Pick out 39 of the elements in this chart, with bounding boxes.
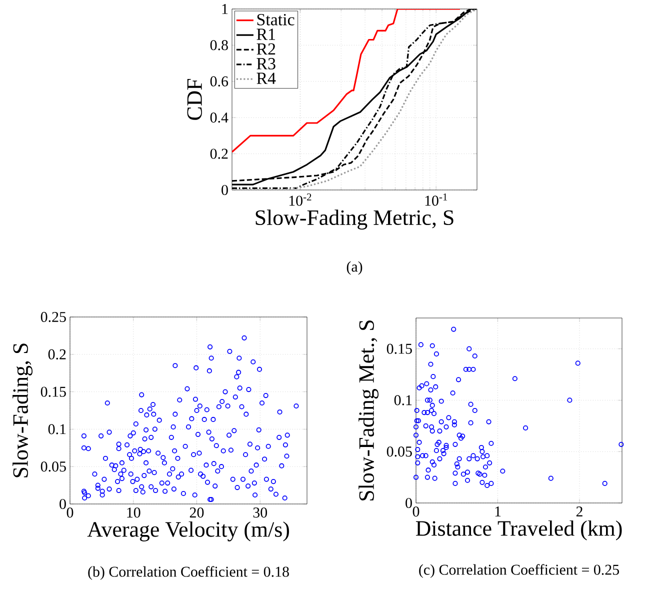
y-tick-label: 0.05 [386,446,412,457]
x-tick-label: 1 [495,506,501,516]
y-axis-title: CDF [187,78,202,120]
x-tick-label: 20 [190,508,204,518]
y-tick-label: 0.2 [48,349,66,360]
y-tick-label: 0.1 [394,395,412,406]
y-tick-label: 0.25 [40,312,66,322]
legend-label: R2 [256,43,276,55]
x-tick-label: 30 [253,508,268,518]
y-tick-label: 0.1 [48,424,66,434]
legend-label: R3 [256,58,276,70]
y-tick-label: 0 [406,498,412,508]
text: (a) [346,261,362,275]
text: (b) Correlation Coefficient = 0.18 [88,566,289,580]
y-tick-label: 0.15 [386,344,412,354]
y-tick-label: 0.8 [210,40,228,50]
y-tick-label: 0.4 [210,112,228,123]
x-tick-label: 10 [127,508,140,518]
x-axis-title: Average Velocity (m/s) [87,521,289,542]
y-tick-label: 0.15 [40,386,66,397]
y-tick-label: 0.2 [210,148,228,159]
y-tick-label: 0 [222,184,228,196]
y-axis-title: Slow-Fading, S [12,344,32,478]
legend-label: R1 [256,28,275,40]
y-axis-title: Slow-Fading Met., S [358,320,379,500]
legend-label: R4 [256,72,276,84]
legend-label: Static [257,14,294,26]
text: (c) Correlation Coefficient = 0.25 [419,564,619,578]
y-tick-label: 0.6 [210,76,228,86]
x-tick-label: 10$^{-2}$ [289,194,312,206]
x-tick-label: 0 [412,506,420,517]
x-axis-title: Distance Traveled (km) [416,520,622,540]
y-tick-label: 0.05 [40,462,66,472]
x-tick-label: 2 [576,506,582,516]
x-axis-title: Slow-Fading Metric, S [256,210,454,230]
y-tick-label: 0 [60,498,66,510]
x-tick-label: 10$^{-1}$ [425,194,448,206]
x-tick-label: 0 [66,508,74,518]
y-tick-label: 1 [222,4,228,14]
